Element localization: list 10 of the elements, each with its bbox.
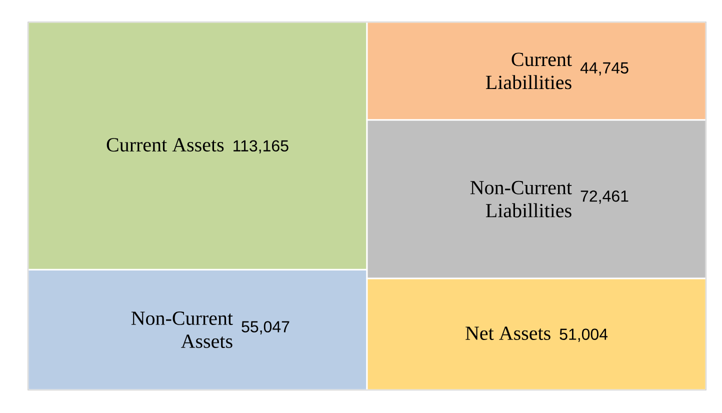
data-label: 44,745 <box>580 62 628 76</box>
series-label: Non-Current Liabillities <box>470 180 572 218</box>
data-label: 51,004 <box>560 328 608 342</box>
series-label: Current Liabillities <box>486 52 572 90</box>
data-label: 55,047 <box>242 321 290 334</box>
data-label: 72,461 <box>580 190 628 204</box>
series-label: Net Assets <box>466 326 550 340</box>
series-label: Current Assets <box>106 138 224 152</box>
series-label: Non-Current Assets <box>131 312 233 348</box>
data-label: 113,165 <box>234 140 288 154</box>
